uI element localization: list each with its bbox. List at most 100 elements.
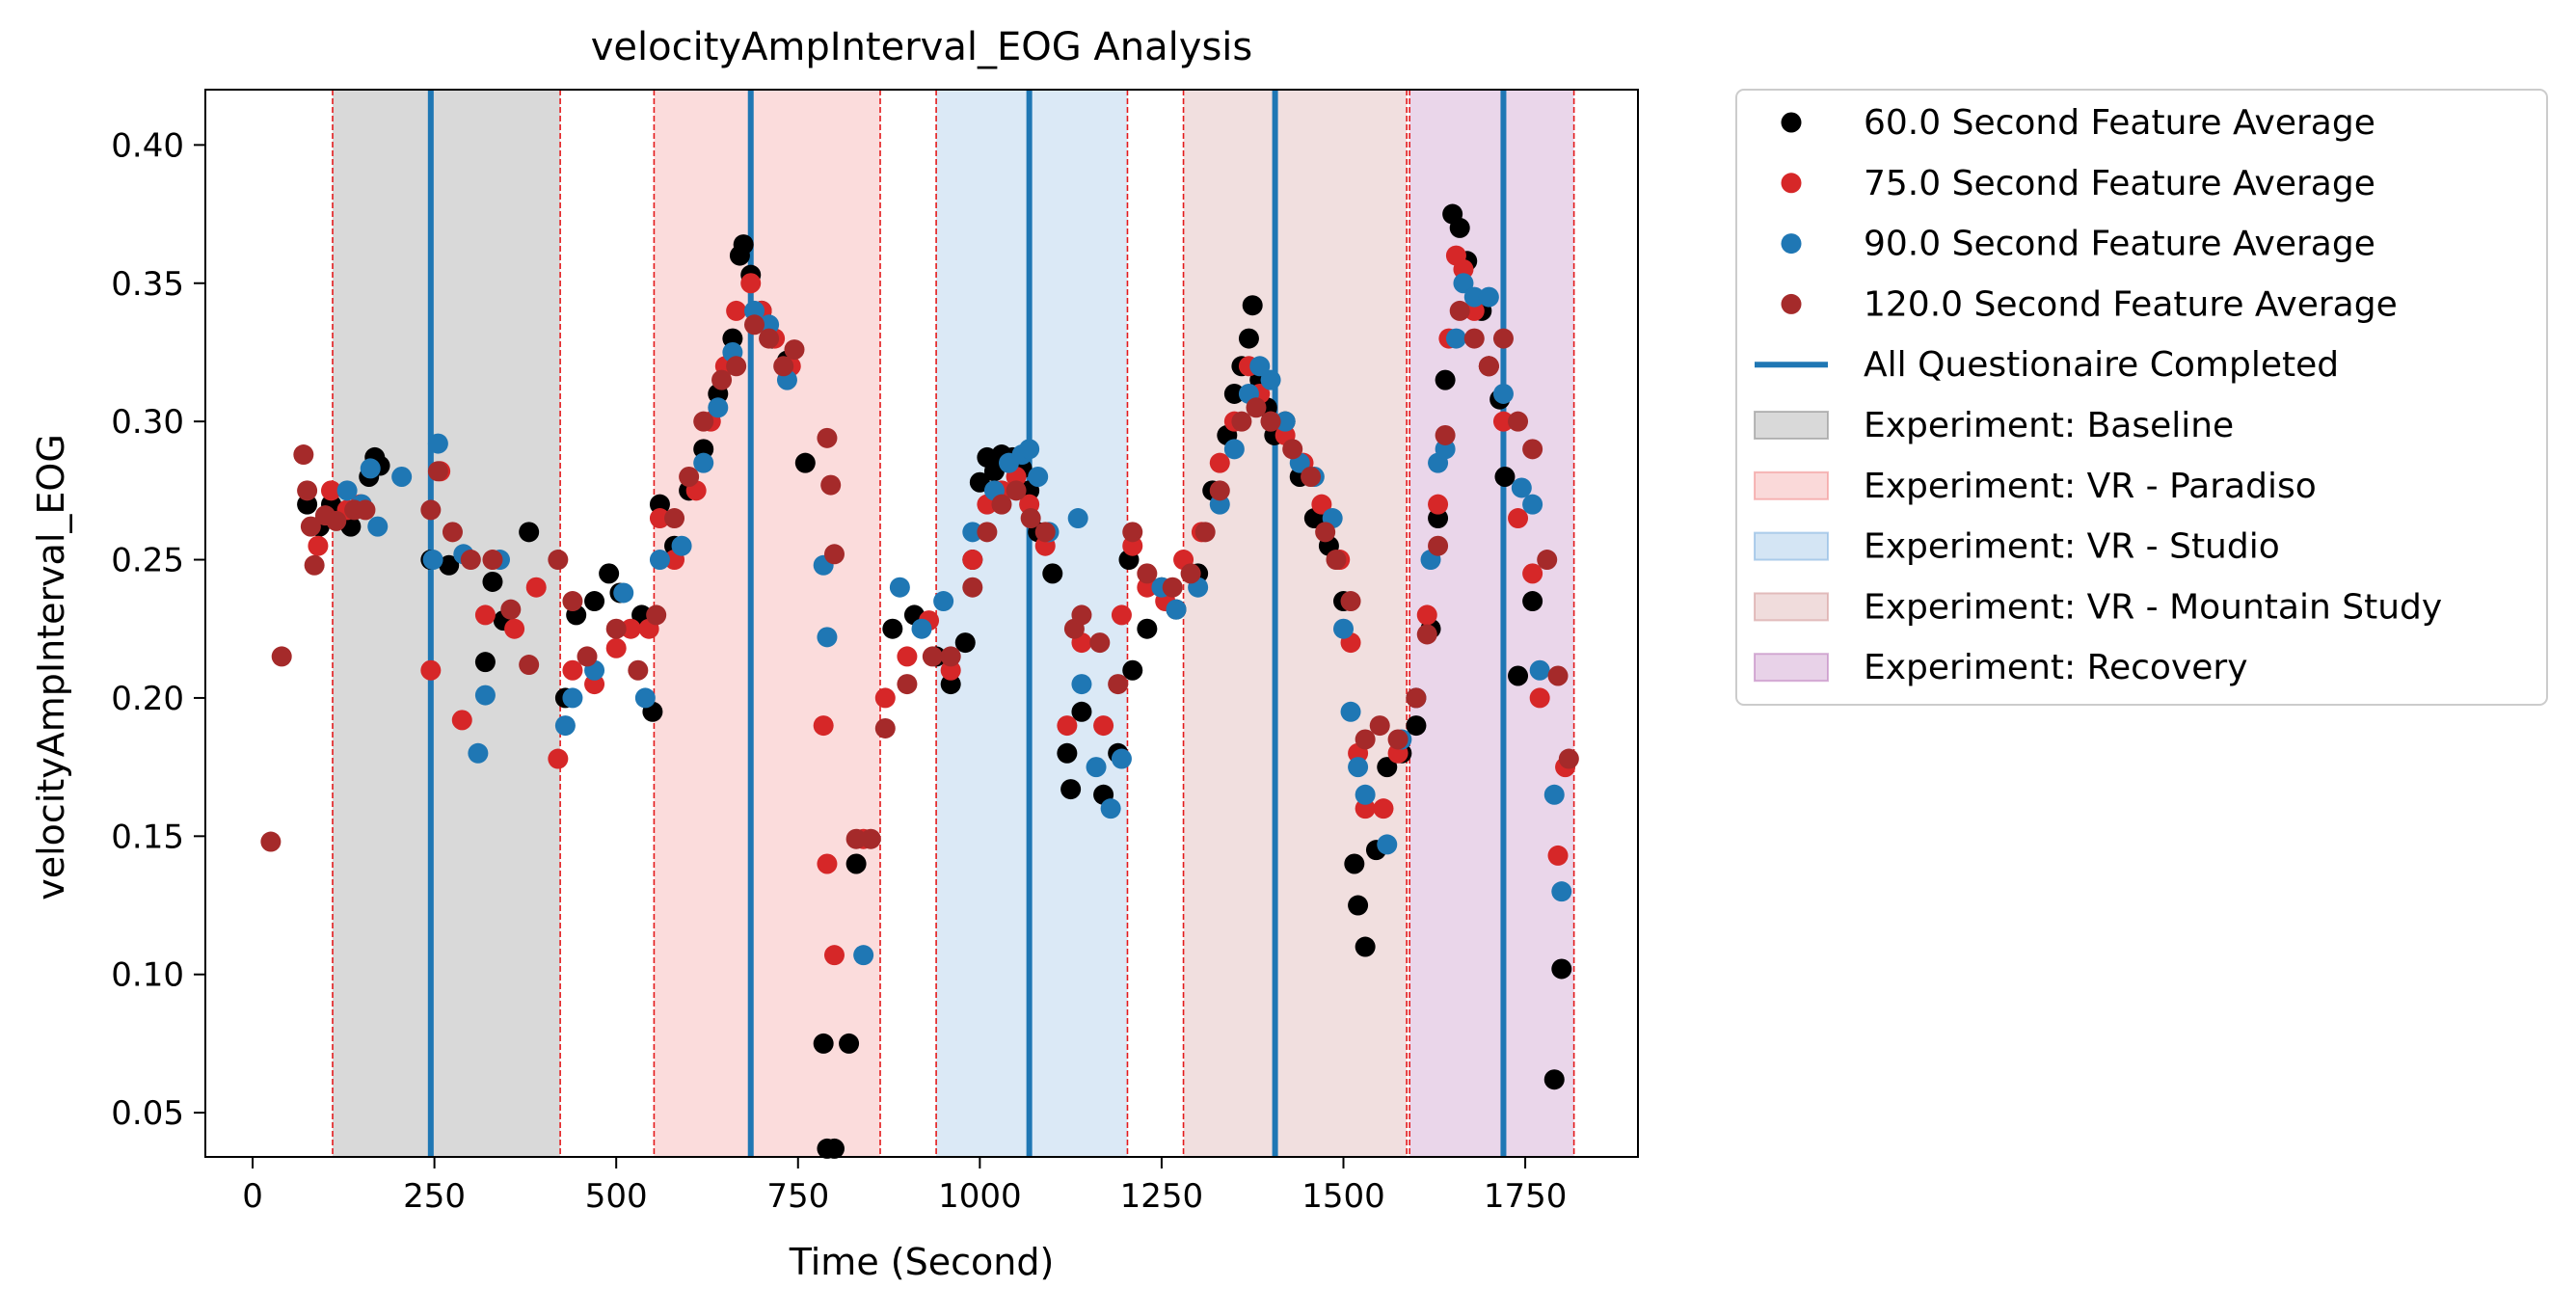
data-point-s3-27 bbox=[853, 945, 874, 966]
legend-label-7: Experiment: VR - Paradiso bbox=[1864, 467, 2317, 506]
data-point-s1-37 bbox=[839, 1033, 860, 1054]
data-point-s4-60 bbox=[1260, 411, 1281, 432]
data-point-s4-11 bbox=[420, 499, 442, 521]
data-point-s3-1 bbox=[336, 480, 358, 501]
data-point-s3-7 bbox=[427, 433, 448, 454]
data-point-s3-13 bbox=[562, 687, 583, 709]
data-point-s3-65 bbox=[1445, 328, 1466, 349]
data-point-s1-96 bbox=[1508, 665, 1529, 686]
data-point-s4-32 bbox=[784, 339, 805, 361]
x-tick-label-8: 1750 bbox=[1484, 1177, 1568, 1216]
data-point-s1-39 bbox=[882, 618, 903, 639]
data-point-s1-61 bbox=[1137, 618, 1158, 639]
data-point-s3-38 bbox=[1067, 508, 1088, 529]
data-point-s4-30 bbox=[759, 328, 780, 349]
data-point-s2-1 bbox=[308, 535, 329, 556]
data-point-s3-72 bbox=[1529, 659, 1550, 681]
data-point-s1-56 bbox=[1071, 701, 1092, 722]
data-point-s4-73 bbox=[1449, 300, 1470, 321]
data-point-s3-26 bbox=[817, 627, 838, 648]
legend-marker-4 bbox=[1781, 293, 1802, 314]
data-point-s4-50 bbox=[1089, 632, 1111, 654]
data-point-s3-9 bbox=[468, 742, 489, 764]
data-point-s4-21 bbox=[605, 618, 627, 639]
data-point-s1-16 bbox=[584, 591, 605, 612]
plot-frame bbox=[204, 89, 1639, 1158]
x-axis-label: Time (Second) bbox=[789, 1241, 1055, 1283]
data-point-s3-17 bbox=[649, 550, 670, 571]
data-point-s3-74 bbox=[1551, 881, 1572, 902]
data-point-s4-66 bbox=[1355, 729, 1376, 750]
data-point-s1-13 bbox=[519, 522, 540, 543]
y-tick-label-7: 0.35 bbox=[111, 265, 184, 304]
data-point-s4-45 bbox=[1006, 480, 1027, 501]
data-point-s4-46 bbox=[1020, 508, 1041, 529]
data-point-s2-74 bbox=[1522, 563, 1543, 584]
data-point-s3-29 bbox=[911, 618, 932, 639]
data-point-s3-4 bbox=[367, 516, 389, 537]
data-point-s4-14 bbox=[460, 550, 481, 571]
data-point-s2-9 bbox=[504, 618, 525, 639]
data-point-s3-35 bbox=[1019, 439, 1040, 460]
data-point-s1-17 bbox=[599, 563, 620, 584]
data-point-s3-12 bbox=[554, 715, 576, 737]
data-point-s4-40 bbox=[922, 646, 943, 667]
data-point-s4-35 bbox=[823, 544, 845, 565]
data-point-s2-22 bbox=[726, 300, 747, 321]
data-point-s3-67 bbox=[1463, 286, 1485, 308]
data-point-s4-43 bbox=[977, 522, 998, 543]
legend-patch-8 bbox=[1754, 531, 1829, 561]
data-point-s4-10 bbox=[355, 499, 376, 521]
data-point-s2-29 bbox=[823, 945, 845, 966]
legend-label-2: 75.0 Second Feature Average bbox=[1864, 164, 2375, 203]
data-point-s2-15 bbox=[620, 618, 641, 639]
data-point-s2-35 bbox=[962, 550, 983, 571]
legend-label-3: 90.0 Second Feature Average bbox=[1864, 225, 2375, 264]
data-point-s1-79 bbox=[1344, 853, 1365, 874]
x-tick-label-6: 1250 bbox=[1120, 1177, 1204, 1216]
data-point-s4-57 bbox=[1209, 480, 1230, 501]
data-point-s1-83 bbox=[1377, 757, 1398, 778]
data-point-s1-36 bbox=[823, 1138, 845, 1159]
data-point-s4-70 bbox=[1416, 624, 1437, 645]
data-point-s4-49 bbox=[1071, 604, 1092, 626]
data-point-s4-29 bbox=[744, 314, 765, 336]
data-point-s4-47 bbox=[1034, 522, 1056, 543]
data-point-s4-39 bbox=[897, 674, 918, 695]
data-point-s1-60 bbox=[1122, 659, 1143, 681]
data-point-s4-13 bbox=[442, 522, 463, 543]
data-point-s1-90 bbox=[1449, 217, 1470, 238]
data-point-s3-47 bbox=[1223, 439, 1245, 460]
data-point-s3-50 bbox=[1260, 369, 1281, 390]
data-point-s4-5 bbox=[300, 516, 321, 537]
data-point-s3-6 bbox=[422, 550, 443, 571]
data-point-s4-61 bbox=[1282, 439, 1303, 460]
data-point-s4-77 bbox=[1508, 411, 1529, 432]
legend-label-5: All Questionaire Completed bbox=[1864, 345, 2339, 385]
data-point-s4-31 bbox=[773, 356, 794, 377]
data-point-s2-28 bbox=[817, 853, 838, 874]
experiment-span-2 bbox=[654, 90, 881, 1157]
data-point-s3-10 bbox=[474, 685, 496, 706]
data-point-s3-31 bbox=[962, 522, 983, 543]
data-point-s2-12 bbox=[562, 659, 583, 681]
data-point-s2-2 bbox=[320, 480, 341, 501]
data-point-s3-20 bbox=[708, 397, 729, 418]
data-point-s3-58 bbox=[1355, 784, 1376, 805]
data-point-s4-18 bbox=[548, 550, 569, 571]
legend-label-4: 120.0 Second Feature Average bbox=[1864, 284, 2398, 324]
data-point-s4-63 bbox=[1315, 522, 1336, 543]
data-point-s4-53 bbox=[1137, 563, 1158, 584]
data-point-s2-62 bbox=[1373, 798, 1394, 819]
data-point-s2-7 bbox=[451, 710, 472, 731]
data-point-s4-26 bbox=[693, 411, 714, 432]
data-point-s4-75 bbox=[1478, 356, 1499, 377]
data-point-s4-81 bbox=[1558, 748, 1579, 769]
legend-patch-7 bbox=[1754, 470, 1829, 500]
data-point-s2-57 bbox=[1311, 494, 1332, 515]
data-point-s4-8 bbox=[326, 510, 347, 531]
data-point-s3-70 bbox=[1511, 477, 1532, 498]
data-point-s2-43 bbox=[1093, 715, 1114, 737]
data-point-s4-4 bbox=[297, 480, 318, 501]
